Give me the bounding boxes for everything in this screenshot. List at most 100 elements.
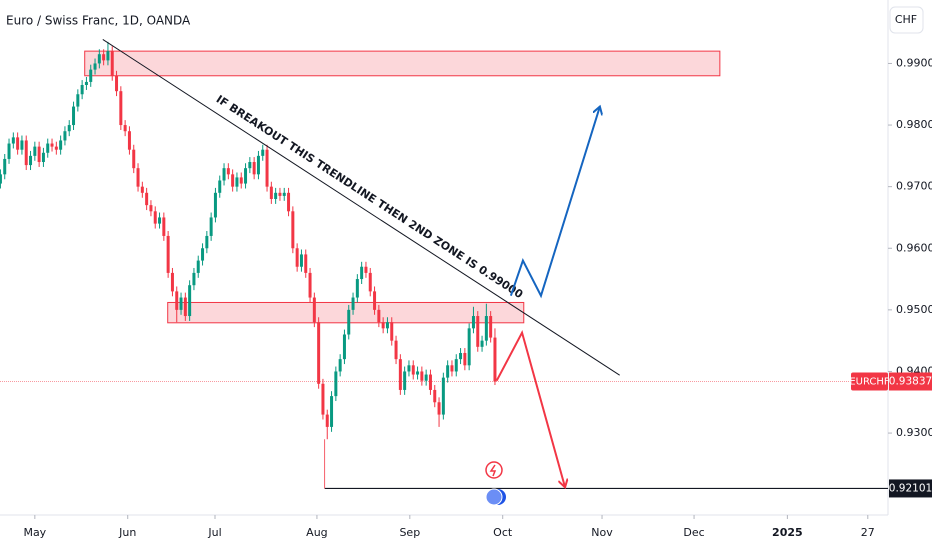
candle-body bbox=[80, 85, 84, 95]
candle-body bbox=[16, 137, 20, 150]
candle-body bbox=[183, 297, 187, 317]
candle-body bbox=[480, 340, 484, 347]
candle-body bbox=[20, 140, 24, 150]
candle-body bbox=[205, 235, 209, 249]
symbol-label: EURCHF bbox=[849, 377, 890, 388]
candle-body bbox=[476, 316, 480, 347]
candle-body bbox=[158, 217, 162, 224]
candle-body bbox=[67, 125, 71, 132]
candle-body bbox=[145, 192, 149, 206]
candle-body bbox=[463, 352, 467, 366]
candle-body bbox=[433, 389, 437, 403]
candle-body bbox=[97, 54, 101, 64]
event-icon-glyph bbox=[489, 464, 497, 477]
candle-body bbox=[3, 158, 7, 175]
candle-body bbox=[420, 371, 424, 381]
candle-body bbox=[304, 254, 308, 273]
candle-body bbox=[295, 248, 299, 267]
symbol-label-bg bbox=[851, 372, 888, 391]
candle-body bbox=[153, 211, 157, 224]
candle-body bbox=[407, 365, 411, 372]
candle-body bbox=[437, 402, 441, 415]
candle-body bbox=[364, 266, 368, 273]
candle-body bbox=[325, 414, 329, 427]
candle-body bbox=[368, 272, 372, 292]
candle-body bbox=[76, 94, 80, 107]
candle-body bbox=[123, 125, 127, 132]
candle-body bbox=[493, 337, 497, 382]
candle-body bbox=[37, 146, 41, 163]
currency-button[interactable] bbox=[889, 6, 924, 34]
candle-body bbox=[192, 272, 196, 286]
x-tick-label: Sep bbox=[399, 526, 420, 539]
annotation: IF BREAKOUT THIS TRENDLINE THEN 2ND ZONE… bbox=[214, 93, 526, 302]
candle-body bbox=[127, 131, 131, 150]
candle-body bbox=[235, 177, 239, 187]
x-tick-label: Jul bbox=[207, 526, 221, 539]
candle-body bbox=[0, 174, 2, 184]
x-tick-label: Dec bbox=[683, 526, 704, 539]
candle-body bbox=[213, 192, 217, 218]
candle-body bbox=[33, 146, 37, 156]
candle-body bbox=[360, 266, 364, 280]
candle-body bbox=[63, 131, 67, 141]
x-tick-label: Jun bbox=[118, 526, 136, 539]
candle-body bbox=[291, 211, 295, 249]
arrow bbox=[495, 329, 565, 488]
candle-body bbox=[467, 328, 471, 366]
candle-body bbox=[450, 365, 454, 372]
candle-body bbox=[471, 316, 475, 329]
x-tick-label: Nov bbox=[591, 526, 613, 539]
x-tick-label: 2025 bbox=[772, 526, 803, 539]
candle-body bbox=[317, 322, 321, 384]
arrow bbox=[509, 107, 600, 299]
candle-body bbox=[385, 322, 389, 329]
candle-body bbox=[166, 235, 170, 273]
dividend-icon[interactable] bbox=[485, 488, 503, 506]
candle-body bbox=[93, 63, 97, 70]
candle-body bbox=[59, 140, 63, 150]
candle-body bbox=[46, 143, 50, 153]
candle-body bbox=[24, 140, 28, 166]
candle-body bbox=[119, 91, 123, 126]
candle-body bbox=[459, 352, 463, 360]
x-tick-label: Aug bbox=[306, 526, 327, 539]
zone bbox=[167, 301, 525, 324]
event-icon[interactable] bbox=[485, 461, 503, 479]
candle-body bbox=[355, 279, 359, 298]
candle-body bbox=[115, 75, 119, 92]
support-label: 0.92101 bbox=[889, 482, 932, 494]
candle-body bbox=[377, 309, 381, 323]
candle-body bbox=[50, 143, 54, 147]
candle-body bbox=[308, 272, 312, 298]
candle-body bbox=[132, 149, 136, 169]
candle-body bbox=[175, 291, 179, 310]
candle-body bbox=[89, 69, 93, 82]
candle-body bbox=[446, 365, 450, 378]
candle-body bbox=[252, 162, 256, 175]
candle-body bbox=[330, 396, 334, 427]
candle-body bbox=[351, 297, 355, 310]
candle-body bbox=[398, 359, 402, 390]
candle-body bbox=[424, 374, 428, 381]
currency-label: CHF bbox=[895, 13, 917, 26]
candle-body bbox=[390, 322, 394, 341]
candle-body bbox=[484, 316, 488, 341]
candle-body bbox=[299, 254, 303, 267]
candle-body bbox=[265, 149, 269, 187]
candle-body bbox=[381, 322, 385, 329]
candle-body bbox=[136, 168, 140, 187]
candle-body bbox=[239, 177, 243, 184]
candle-body bbox=[321, 383, 325, 415]
candle-body bbox=[11, 137, 15, 144]
candle-body bbox=[110, 51, 114, 76]
chart-title: Euro / Swiss Franc, 1D, OANDA bbox=[6, 14, 191, 28]
x-tick-label: 27 bbox=[861, 526, 875, 539]
candle-body bbox=[269, 186, 273, 199]
zone bbox=[84, 50, 721, 77]
candle-body bbox=[411, 365, 415, 375]
